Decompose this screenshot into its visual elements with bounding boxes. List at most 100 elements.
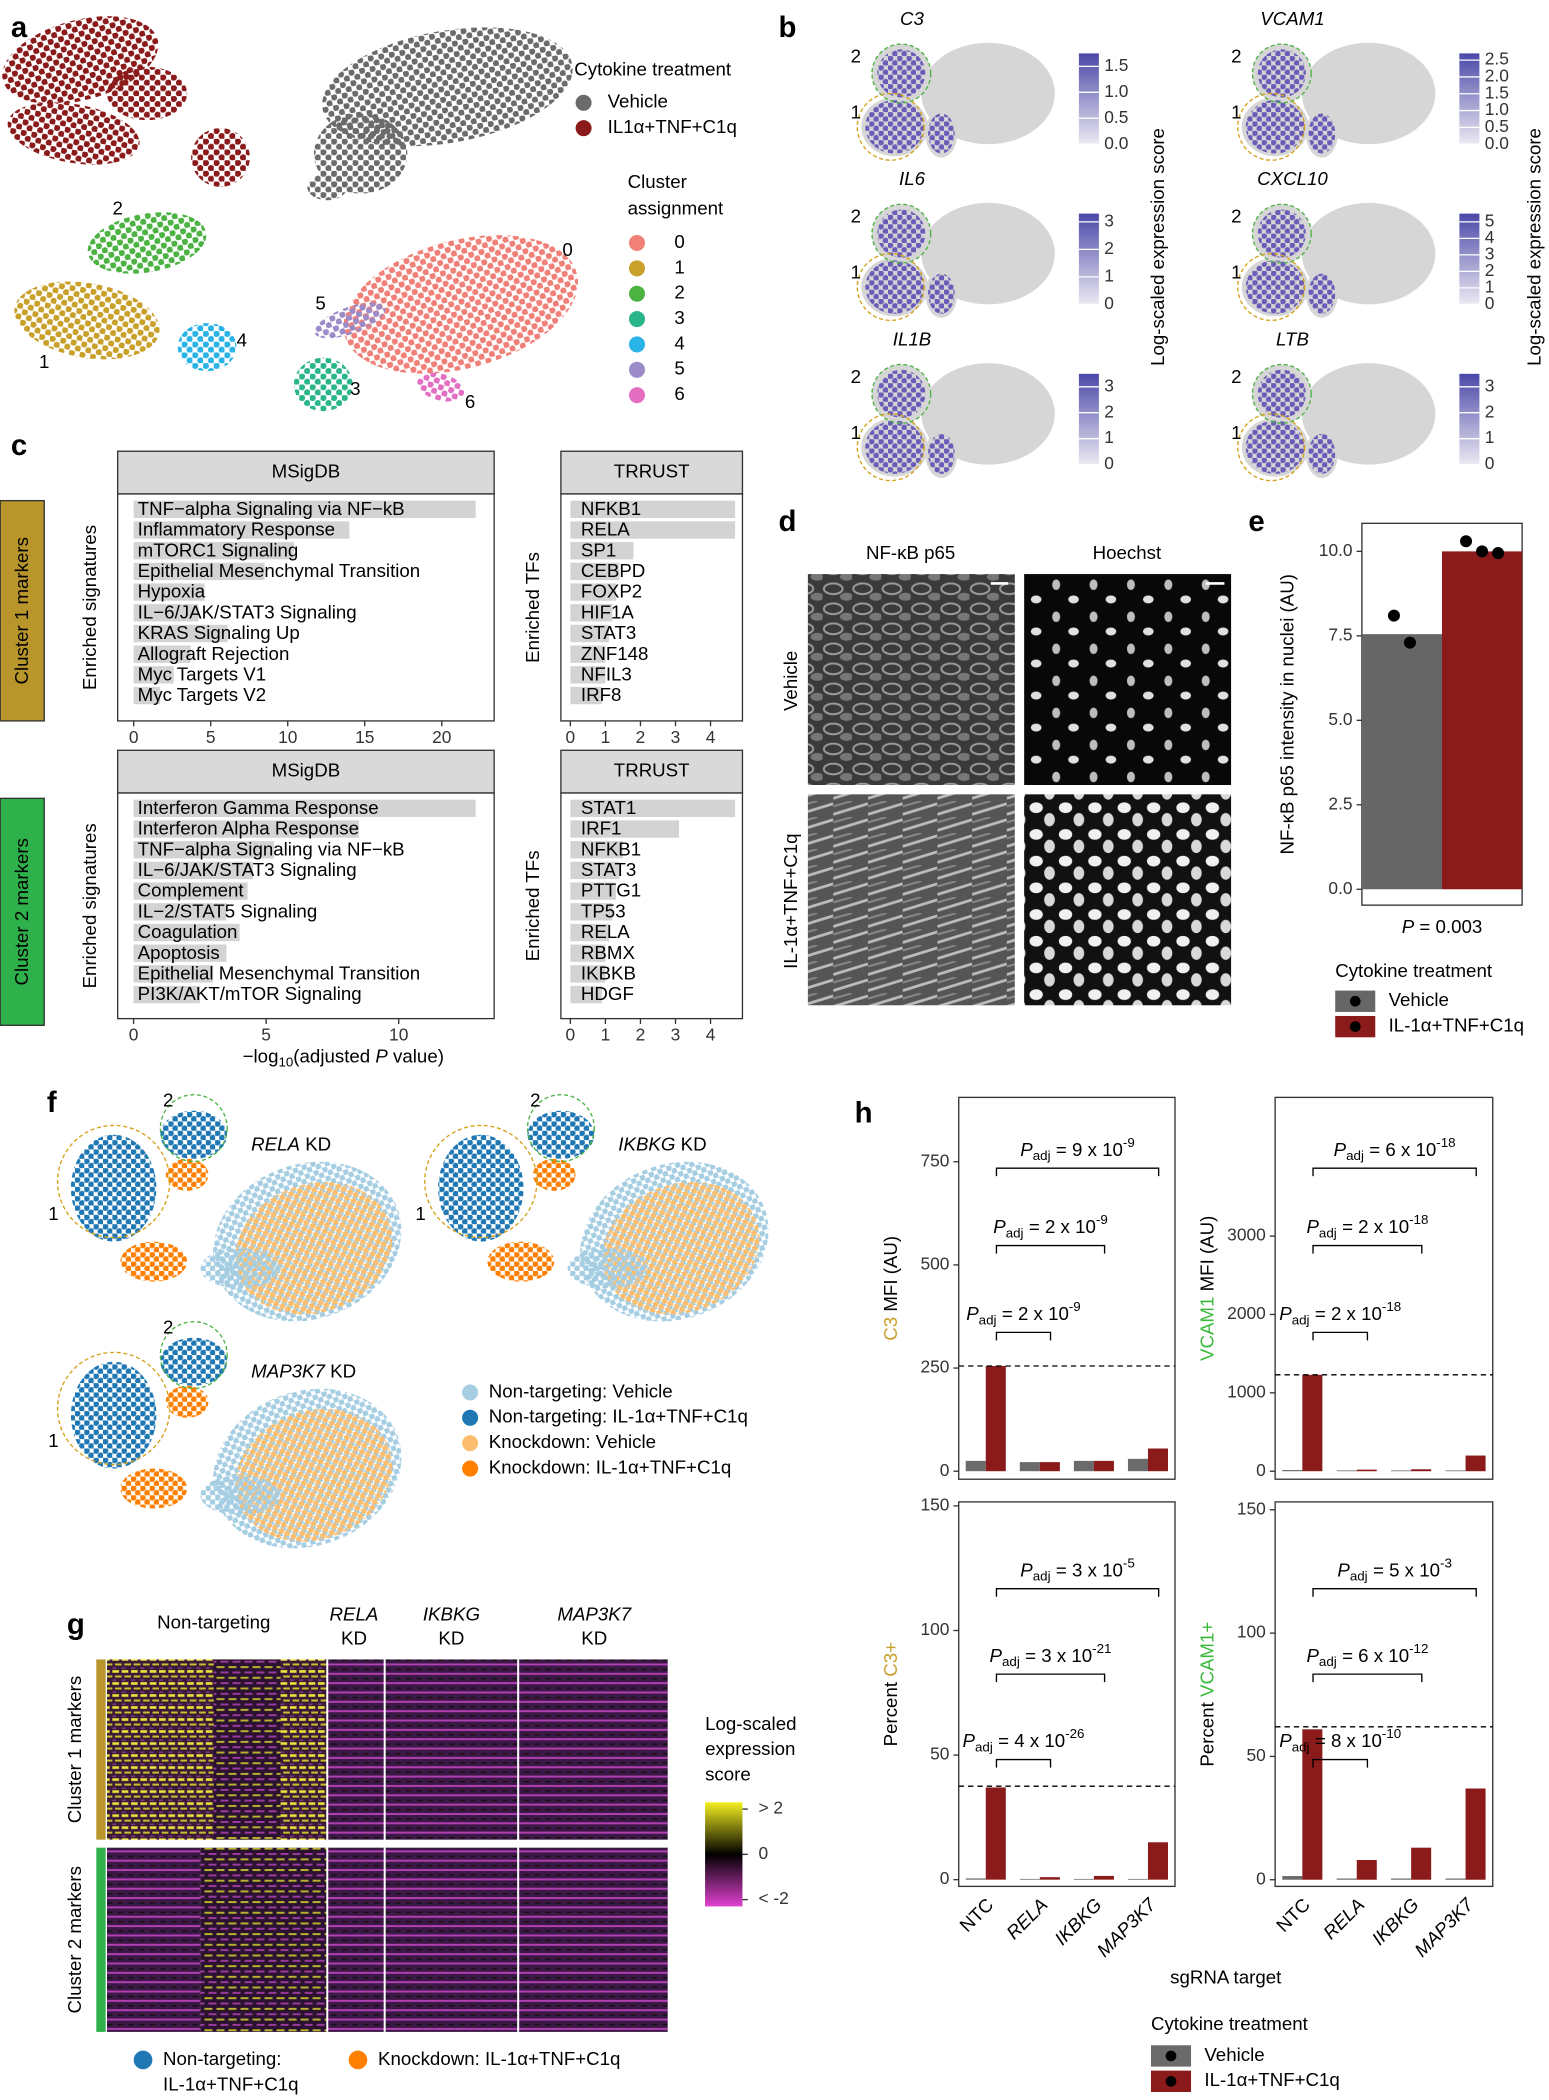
colorbar-tick-label: 3: [1485, 375, 1495, 395]
legend-swatch: [575, 94, 592, 111]
legend-label: IL-1α+TNF+C1q: [1389, 1015, 1524, 1036]
bar-label: Myc Targets V2: [138, 684, 266, 705]
cluster-label: 1: [1231, 422, 1241, 443]
point-cloud: [1257, 49, 1306, 98]
x-tick-label: 0: [129, 1025, 139, 1045]
legend-dot: [1165, 2075, 1177, 2087]
colorbar-title: Log-scaled: [705, 1713, 796, 1734]
bar: [133, 624, 228, 643]
text-part: VCAM1: [1196, 1297, 1217, 1361]
point-cloud: [1308, 113, 1336, 154]
text-part: P: [1402, 916, 1415, 937]
bar: [570, 820, 680, 838]
point-cloud: [1257, 369, 1306, 418]
bar: [570, 686, 602, 705]
cluster-label: 1: [851, 101, 861, 122]
p-value: Padj = 9 x 10-9: [1020, 1134, 1135, 1162]
bar: [133, 500, 476, 518]
row-label-box: [0, 499, 45, 722]
y-tick-label: 0.0: [1328, 878, 1352, 898]
cluster-label: 1: [1231, 262, 1241, 283]
text-part: RELA: [251, 1133, 300, 1154]
bar-label: STAT1: [581, 797, 636, 818]
text-part: adj: [1033, 1148, 1051, 1163]
y-axis-label: Enriched TFs: [522, 552, 543, 663]
text-part: P: [1279, 1303, 1292, 1324]
legend-label: IL1α+TNF+C1q: [608, 116, 737, 137]
heatmap-block: [200, 1847, 328, 2032]
point-cloud: [921, 202, 1055, 305]
colorbar-tick-label: 1.5: [1104, 55, 1128, 75]
colorbar-tick-label: 1: [1104, 427, 1114, 447]
legend-swatch: [628, 387, 646, 404]
text-part: -10: [1382, 1726, 1401, 1741]
text-part: -3: [1440, 1555, 1452, 1570]
p-value: Padj = 6 x 10-18: [1334, 1134, 1456, 1162]
point-cloud: [191, 128, 250, 187]
point-cloud: [1301, 42, 1436, 145]
text-part: value): [388, 1045, 444, 1066]
point-cloud: [865, 100, 925, 154]
point-cloud: [307, 173, 348, 201]
micrograph: [1024, 574, 1232, 785]
bar: [133, 562, 265, 581]
text-part: -18: [1409, 1212, 1428, 1227]
text-part: = 2 x 10: [1342, 1216, 1409, 1237]
x-axis-label: −log10(adjusted P value): [243, 1045, 444, 1069]
text-part: -18: [1436, 1134, 1455, 1149]
plot-title: IKBKG KD: [618, 1133, 706, 1154]
text-part: = 2 x 10: [1002, 1303, 1069, 1324]
text-part: adj: [1292, 1312, 1310, 1327]
colorbar: [1078, 213, 1099, 305]
point-cloud: [1301, 202, 1436, 305]
cluster-circle: [1237, 252, 1306, 322]
text-part: = 4 x 10: [998, 1730, 1065, 1751]
legend-label: Vehicle: [1204, 2044, 1264, 2065]
bar: [1356, 1469, 1377, 1472]
row-label: Cluster 2 markers: [11, 838, 32, 985]
plot-title: MAP3K7 KD: [251, 1360, 356, 1381]
point-cloud: [487, 1241, 555, 1282]
point-cloud: [1245, 100, 1305, 154]
colorbar-tick-label: 2: [1485, 401, 1495, 421]
bar: [570, 861, 620, 880]
bar-label: IL−2/STAT5 Signaling: [138, 900, 318, 921]
bar: [1411, 1847, 1432, 1880]
point-cloud: [165, 1385, 209, 1418]
text-part: -12: [1409, 1640, 1428, 1655]
legend-dot: [1349, 995, 1361, 1007]
bar-label: IRF1: [581, 818, 622, 839]
heatmap-block: [327, 1659, 668, 1840]
bar: [133, 686, 160, 705]
bar-label: TNF−alpha Signaling via NF−kB: [138, 498, 405, 519]
bar: [570, 965, 606, 983]
x-tick-label: NTC: [1272, 1894, 1314, 1936]
bar: [570, 583, 616, 601]
bar: [570, 562, 620, 581]
point-cloud: [14, 281, 160, 360]
bar-label: ZNF148: [581, 643, 649, 664]
bar-label: Hypoxia: [138, 581, 206, 602]
legend-swatch: [462, 1435, 479, 1452]
legend-swatch: [628, 361, 646, 378]
heatmap-block: [106, 1847, 201, 2032]
cluster-label: 1: [851, 422, 861, 443]
bar: [1302, 1729, 1323, 1880]
point-cloud: [877, 369, 926, 418]
point-cloud: [532, 1158, 576, 1191]
column-header: KD: [438, 1627, 464, 1648]
colorbar-tick-label: 1.5: [1485, 82, 1509, 102]
y-tick-label: 2000: [1227, 1303, 1266, 1323]
bar: [1391, 1470, 1412, 1472]
bar: [1019, 1878, 1040, 1880]
bar: [570, 604, 613, 622]
bar: [570, 521, 736, 539]
text-part: adj: [1346, 1148, 1364, 1163]
text-part: -9: [1069, 1299, 1081, 1314]
cluster-circle: [1237, 413, 1306, 482]
cluster-circle: [159, 1321, 228, 1390]
bar: [1361, 634, 1443, 890]
colorbar-tick-label: 0: [758, 1843, 768, 1863]
text-part: P: [990, 1645, 1003, 1666]
y-axis-label: Percent C3+: [880, 1642, 901, 1746]
